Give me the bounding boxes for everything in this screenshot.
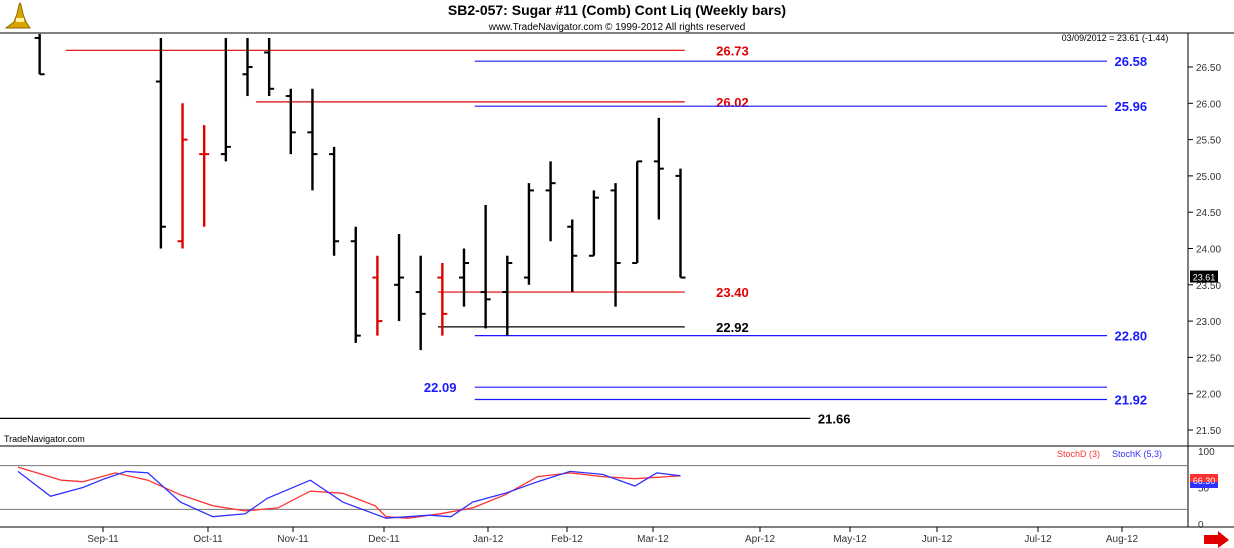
y-tick-label: 26.50	[1196, 63, 1221, 74]
ohlc-bar	[220, 37, 231, 162]
stoch-lines	[17, 466, 681, 519]
ohlc-bar	[653, 117, 664, 220]
y-tick-label: 21.50	[1196, 426, 1221, 437]
x-tick-label: Feb-12	[551, 534, 583, 545]
y-tick-label: 22.50	[1196, 353, 1221, 364]
x-tick-label: Jan-12	[473, 534, 504, 545]
stoch-tick-label: 100	[1198, 447, 1215, 458]
ohlc-bar	[329, 146, 340, 256]
x-tick-label: Dec-11	[368, 534, 400, 545]
ohlc-bar	[372, 255, 383, 336]
ohlc-bar	[437, 263, 448, 336]
ohlc-bar	[502, 255, 513, 336]
y-tick-label: 25.00	[1196, 172, 1221, 183]
stoch-tick-label: 0	[1198, 520, 1204, 531]
level-label: 26.73	[716, 43, 749, 58]
stoch-series-line	[17, 470, 681, 519]
level-label: 22.09	[424, 380, 457, 395]
ohlc-bar	[567, 219, 578, 293]
watermark: TradeNavigator.com	[4, 434, 85, 444]
x-tick-label: May-12	[833, 534, 867, 545]
chart-title: SB2-057: Sugar #11 (Comb) Cont Liq (Week…	[448, 2, 786, 18]
x-tick-label: Mar-12	[637, 534, 669, 545]
ohlc-bar	[523, 183, 534, 285]
ohlc-bar	[199, 125, 210, 227]
price-axis: 21.50 22.00 22.50 23.00 23.50 24.00 24.50 25.00…	[1188, 63, 1221, 437]
x-tick-label: Oct-11	[193, 534, 223, 545]
ohlc-bar	[177, 103, 188, 249]
scroll-right-arrow-icon[interactable]	[1200, 531, 1230, 548]
x-tick-label: Apr-12	[745, 534, 775, 545]
stoch-reference-lines	[0, 465, 1188, 510]
level-label: 26.58	[1115, 54, 1148, 69]
ohlc-bar	[632, 160, 643, 265]
ohlc-bar	[242, 37, 253, 97]
ohlc-bar	[307, 88, 318, 191]
level-label: 25.96	[1115, 99, 1148, 114]
stoch-series-line	[17, 466, 681, 519]
ohlc-bar	[588, 190, 599, 257]
stoch-value-tag: 66.30	[1190, 474, 1218, 488]
ohlc-bar	[155, 37, 166, 249]
copyright-text: www.TradeNavigator.com © 1999-2012 All r…	[488, 22, 746, 33]
logo-icon	[4, 1, 31, 29]
ohlc-bar	[610, 183, 621, 307]
x-tick-label: Jul-12	[1024, 534, 1052, 545]
y-tick-label: 23.00	[1196, 317, 1221, 328]
legend-stoch-k: StochK (5,3)	[1112, 449, 1162, 459]
level-label: 22.80	[1115, 329, 1148, 344]
ohlc-bars	[34, 34, 686, 351]
y-tick-label: 26.00	[1196, 99, 1221, 110]
level-label: 26.02	[716, 95, 749, 110]
ohlc-bar	[458, 248, 469, 307]
level-label: 21.66	[818, 411, 851, 426]
x-tick-label: Nov-11	[277, 534, 309, 545]
y-tick-label: 24.50	[1196, 208, 1221, 219]
y-tick-label: 24.00	[1196, 245, 1221, 256]
svg-text:23.61: 23.61	[1193, 273, 1216, 283]
support-resistance-levels: 26.73 26.58 26.02 25.96 23.40 22.92 22.80 22.09…	[0, 43, 1147, 426]
x-tick-label: Jun-12	[922, 534, 953, 545]
ohlc-bar	[350, 226, 361, 343]
y-tick-label: 22.00	[1196, 390, 1221, 401]
ohlc-bar	[675, 168, 686, 279]
svg-text:66.30: 66.30	[1193, 476, 1216, 486]
last-quote: 03/09/2012 = 23.61 (-1.44)	[1062, 33, 1169, 43]
stoch-axis: 0 50 100	[1198, 447, 1215, 531]
level-label: 21.92	[1115, 393, 1148, 408]
x-tick-label: Sep-11	[87, 534, 119, 545]
stoch-tick-label: 50	[1198, 484, 1210, 495]
ohlc-bar	[545, 161, 556, 242]
y-tick-label: 23.50	[1196, 281, 1221, 292]
ohlc-bar	[415, 255, 426, 351]
y-tick-label: 25.50	[1196, 136, 1221, 147]
ohlc-bar	[285, 88, 296, 155]
ohlc-bar	[394, 233, 405, 322]
x-tick-label: Aug-12	[1106, 534, 1139, 545]
date-axis: Sep-11 Oct-11 Nov-11 Dec-11 Jan-12 Feb-12 Mar-…	[87, 527, 1139, 545]
ohlc-bar	[480, 204, 491, 329]
level-label: 23.40	[716, 285, 749, 300]
ohlc-bar	[34, 34, 45, 76]
legend-stoch-d: StochD (3)	[1057, 449, 1100, 459]
level-label: 22.92	[716, 320, 749, 335]
last-price-tag: 23.61	[1190, 270, 1218, 283]
ohlc-bar	[264, 37, 275, 97]
